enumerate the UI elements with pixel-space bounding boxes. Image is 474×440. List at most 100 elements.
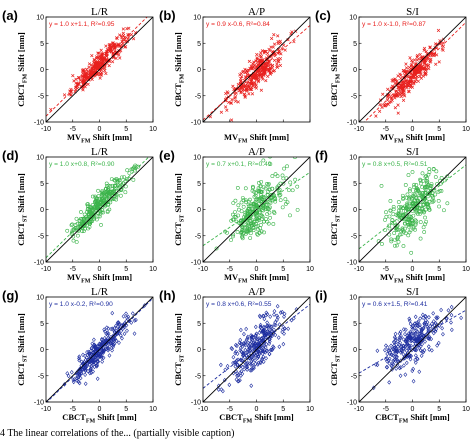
data-point: [273, 172, 278, 177]
data-point: [236, 100, 240, 104]
data-point: [387, 232, 392, 237]
data-point: [255, 216, 259, 221]
data-point: [423, 317, 428, 323]
data-point: [408, 228, 413, 233]
data-point: [429, 348, 434, 353]
data-point: [248, 368, 253, 373]
data-point: [107, 353, 112, 358]
data-point: [91, 337, 96, 343]
data-point: [392, 231, 397, 235]
data-point: [414, 77, 418, 81]
data-point: [391, 205, 396, 209]
x-tick-label: -5: [70, 126, 76, 133]
data-point: [412, 82, 416, 86]
data-point: [114, 323, 118, 328]
data-point: [387, 361, 392, 366]
y-tick-label: -10: [34, 260, 44, 267]
data-point: [218, 362, 223, 368]
data-point: [415, 329, 420, 334]
data-point: [427, 335, 431, 341]
data-point: [250, 223, 255, 228]
data-point: [405, 192, 410, 197]
data-point: [70, 230, 74, 235]
data-point: [256, 202, 261, 206]
data-point: [238, 373, 243, 378]
data-point: [249, 358, 254, 364]
data-point: [96, 354, 101, 360]
data-point: [396, 103, 400, 107]
data-point: [267, 195, 272, 199]
data-point: [99, 223, 103, 227]
data-point: [253, 191, 258, 195]
x-tick-label: 10: [149, 126, 157, 133]
chart-panel-e: (e) A/P y = 0.7 x+0.1, R²=0.49 -10-10 -5 -5 0 0…: [159, 146, 314, 285]
data-point: [247, 59, 252, 63]
data-point: [418, 74, 422, 79]
x-tick-label: 0: [98, 126, 102, 133]
data-point: [426, 53, 430, 57]
data-point: [387, 348, 392, 353]
data-point: [378, 98, 383, 102]
data-point: [414, 322, 419, 328]
data-point: [421, 325, 426, 331]
data-point: [281, 181, 286, 186]
data-point: [261, 354, 266, 360]
scatter-points: [49, 26, 138, 112]
data-point: [261, 59, 265, 63]
data-point: [74, 216, 79, 221]
data-point: [233, 198, 238, 203]
data-point: [439, 319, 444, 325]
data-point: [410, 195, 415, 200]
data-point: [240, 196, 245, 200]
data-point: [410, 75, 414, 80]
data-point: [268, 215, 272, 220]
data-point: [98, 354, 102, 359]
data-point: [260, 214, 265, 219]
data-point: [243, 340, 248, 345]
data-point: [251, 365, 256, 371]
data-point: [283, 197, 288, 202]
data-point: [122, 175, 127, 179]
data-point: [79, 210, 83, 214]
data-point: [411, 379, 416, 384]
x-tick-label: 10: [462, 126, 470, 133]
data-point: [127, 318, 132, 324]
data-point: [415, 211, 420, 216]
x-tick-label: 5: [281, 266, 285, 273]
data-point: [103, 201, 108, 206]
data-point: [114, 193, 119, 197]
y-axis-label: CBCTFM Shift [mm]: [16, 32, 29, 107]
data-point: [256, 181, 261, 185]
chart-panel-h: (h) A/P y = 0.8 x+0.6, R²=0.55 -10-10 -5 -5 0 0…: [159, 286, 314, 425]
identity-line: [203, 157, 310, 262]
panel-label: (h): [159, 288, 176, 303]
data-point: [393, 335, 398, 341]
data-point: [224, 96, 229, 100]
data-point: [230, 97, 234, 102]
data-point: [410, 368, 415, 374]
data-point: [105, 191, 109, 196]
data-point: [107, 63, 111, 68]
data-point: [257, 188, 262, 193]
y-tick-label: 0: [197, 207, 201, 214]
data-point: [103, 329, 107, 334]
data-point: [240, 225, 245, 230]
data-point: [106, 183, 111, 188]
data-point: [77, 356, 81, 361]
data-point: [391, 207, 396, 212]
data-point: [251, 221, 255, 226]
data-point: [387, 226, 392, 231]
data-point: [428, 46, 432, 50]
data-point: [409, 250, 414, 255]
data-point: [285, 164, 289, 169]
data-point: [398, 89, 402, 93]
data-point: [408, 56, 412, 60]
data-point: [107, 43, 111, 47]
data-point: [75, 378, 79, 383]
data-point: [99, 52, 104, 56]
data-point: [253, 341, 257, 346]
data-point: [398, 365, 403, 370]
data-point: [233, 210, 237, 214]
y-tick-label: 0: [40, 207, 44, 214]
data-point: [115, 180, 120, 185]
